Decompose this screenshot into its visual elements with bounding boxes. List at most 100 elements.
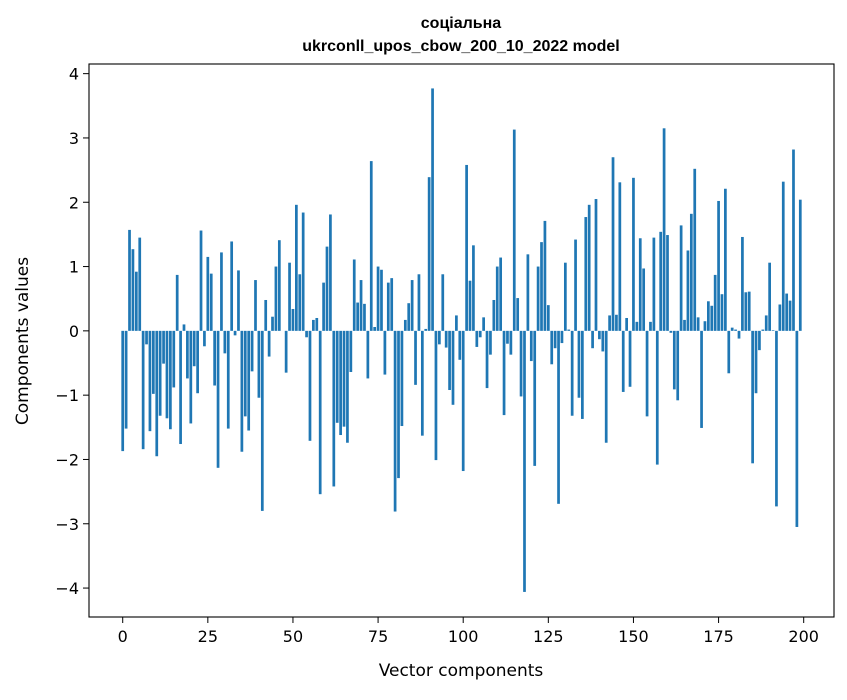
bar-167 xyxy=(690,214,693,331)
bar-166 xyxy=(687,250,690,330)
bar-163 xyxy=(676,331,679,400)
bar-57 xyxy=(315,318,318,331)
bar-148 xyxy=(625,318,628,331)
bar-112 xyxy=(503,331,506,415)
bar-86 xyxy=(414,331,417,385)
bar-27 xyxy=(213,331,216,386)
bar-48 xyxy=(285,331,288,373)
bar-18 xyxy=(183,324,186,330)
x-tick-label: 75 xyxy=(368,627,388,646)
bar-79 xyxy=(390,278,393,331)
bar-178 xyxy=(727,331,730,373)
bar-82 xyxy=(401,331,404,426)
bar-41 xyxy=(261,331,264,511)
y-tick-label: −3 xyxy=(55,515,79,534)
x-tick-label: 150 xyxy=(618,627,649,646)
bar-113 xyxy=(506,331,509,344)
bar-56 xyxy=(312,320,315,331)
bar-75 xyxy=(377,267,380,331)
bar-50 xyxy=(292,309,295,331)
x-tick-label: 100 xyxy=(448,627,479,646)
bar-195 xyxy=(785,294,788,331)
bar-65 xyxy=(343,331,346,427)
bar-191 xyxy=(772,330,775,331)
bar-40 xyxy=(258,331,261,398)
bar-73 xyxy=(370,161,373,331)
bar-62 xyxy=(332,331,335,487)
bar-134 xyxy=(578,331,581,398)
bar-127 xyxy=(554,331,557,348)
bar-10 xyxy=(155,331,158,456)
bar-144 xyxy=(612,157,615,331)
bar-172 xyxy=(707,301,710,331)
y-tick-label: −1 xyxy=(55,386,79,405)
bar-177 xyxy=(724,189,727,331)
bar-9 xyxy=(152,331,155,394)
bar-153 xyxy=(642,268,645,330)
bar-171 xyxy=(704,321,707,331)
bar-183 xyxy=(744,292,747,331)
bar-157 xyxy=(656,331,659,465)
bar-131 xyxy=(567,330,570,331)
bar-14 xyxy=(169,331,172,429)
bar-111 xyxy=(499,258,502,331)
bar-197 xyxy=(792,150,795,331)
bar-32 xyxy=(230,241,233,330)
bar-110 xyxy=(496,267,499,331)
x-tick-label: 25 xyxy=(198,627,218,646)
bar-78 xyxy=(387,283,390,331)
bar-169 xyxy=(697,317,700,331)
bar-24 xyxy=(203,331,206,346)
bar-69 xyxy=(356,303,359,331)
y-tick-label: 1 xyxy=(69,258,79,277)
bar-108 xyxy=(489,331,492,355)
bar-61 xyxy=(329,214,332,330)
bar-174 xyxy=(714,275,717,331)
bar-189 xyxy=(765,315,768,330)
bar-7 xyxy=(145,331,148,345)
bar-36 xyxy=(244,331,247,417)
bar-190 xyxy=(768,263,771,331)
bar-23 xyxy=(200,231,203,331)
bar-124 xyxy=(544,221,547,331)
bar-77 xyxy=(384,331,387,375)
bar-130 xyxy=(564,263,567,331)
bar-25 xyxy=(206,257,209,331)
bar-67 xyxy=(349,331,352,372)
bar-16 xyxy=(176,275,179,331)
bar-60 xyxy=(326,247,329,331)
bar-64 xyxy=(339,331,342,435)
bar-89 xyxy=(424,329,427,331)
bar-133 xyxy=(574,240,577,331)
bar-98 xyxy=(455,315,458,330)
bar-76 xyxy=(380,270,383,331)
bar-115 xyxy=(513,130,516,331)
x-axis-label: Vector components xyxy=(379,661,544,681)
bar-179 xyxy=(731,328,734,331)
bar-12 xyxy=(162,331,165,364)
bar-66 xyxy=(346,331,349,443)
bar-43 xyxy=(268,331,271,357)
bar-34 xyxy=(237,270,240,330)
bar-63 xyxy=(336,331,339,423)
bar-5 xyxy=(138,238,141,331)
bar-51 xyxy=(295,205,298,331)
bar-125 xyxy=(547,305,550,331)
x-tick-label: 50 xyxy=(283,627,303,646)
y-tick-label: −2 xyxy=(55,450,79,469)
bar-84 xyxy=(407,303,410,331)
bar-81 xyxy=(397,331,400,478)
bar-21 xyxy=(193,331,196,366)
bar-83 xyxy=(404,320,407,331)
bar-17 xyxy=(179,331,182,444)
bar-33 xyxy=(234,331,237,336)
bar-145 xyxy=(615,315,618,331)
bar-176 xyxy=(721,294,724,331)
bar-95 xyxy=(445,331,448,348)
bar-181 xyxy=(738,331,741,339)
bar-161 xyxy=(670,331,673,333)
bar-74 xyxy=(373,327,376,331)
bar-38 xyxy=(251,331,254,372)
bar-107 xyxy=(486,331,489,388)
bar-88 xyxy=(421,331,424,436)
